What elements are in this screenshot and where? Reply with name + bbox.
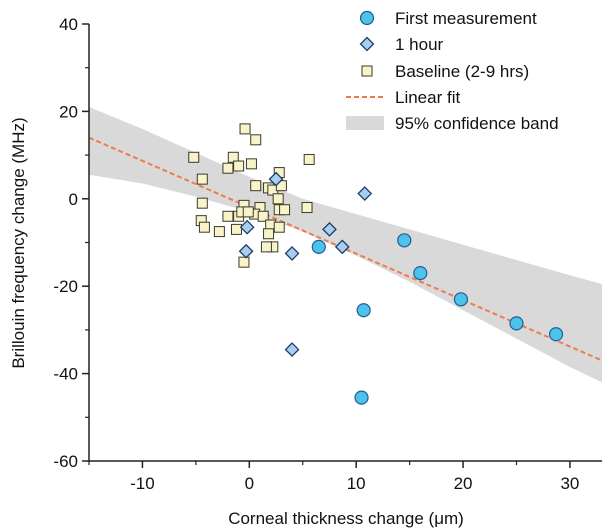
data-point [284,246,300,261]
data-point [334,239,350,255]
series-square [188,123,315,268]
data-point [233,160,245,172]
data-point [301,202,313,214]
x-tick-label: 0 [245,474,254,493]
data-point [279,204,291,216]
data-point [509,316,524,331]
data-point [250,180,262,192]
series-circle [311,233,564,405]
data-point [356,303,371,318]
y-tick-label: -60 [53,452,78,471]
data-points [188,123,564,405]
data-point [268,171,284,187]
x-tick-label: 30 [560,474,579,493]
data-point [453,292,469,307]
legend-marker [361,65,373,77]
series-diamond [238,171,373,357]
data-point [213,226,225,238]
axes: 40 20 0 -20 -40 -60 -10 0 10 20 30 [53,15,602,493]
data-point [303,153,315,165]
legend-marker [359,36,375,52]
y-tick-label: -40 [53,365,78,384]
legend-label: First measurement [395,9,537,28]
legend-band-swatch [346,116,384,130]
data-point [198,221,210,233]
x-tick-label: 20 [454,474,473,493]
data-point [263,228,275,240]
data-point [238,256,250,268]
data-point [322,221,337,237]
data-point [357,186,373,201]
data-point [188,151,200,163]
data-point [413,265,428,281]
data-point [548,327,564,342]
data-point [230,223,242,235]
legend-label: 95% confidence band [395,114,559,133]
y-tick-label: -20 [53,277,78,296]
data-point [239,219,255,235]
data-point [242,206,254,218]
data-point [239,123,251,135]
data-point [260,241,272,253]
x-tick-label: 10 [347,474,366,493]
y-tick-label: 20 [59,102,78,121]
y-tick-label: 40 [59,15,78,34]
data-point [257,210,269,222]
data-point [284,342,300,357]
legend-label: Baseline (2-9 hrs) [395,62,529,81]
y-tick-label: 0 [69,190,78,209]
legend-label: Linear fit [395,88,460,107]
data-point [245,158,257,170]
data-point [354,390,369,405]
data-point [222,162,234,174]
y-axis-title: Brillouin frequency change (MHz) [9,117,28,368]
data-point [311,239,326,254]
legend-label: 1 hour [395,35,444,54]
data-point [222,210,234,222]
x-axis-title: Corneal thickness change (μm) [228,509,464,528]
data-point [196,197,208,209]
data-point [397,233,412,248]
data-point [272,193,284,205]
data-point [238,243,254,259]
legend-marker [359,10,375,26]
data-point [196,173,208,185]
x-tick-label: -10 [130,474,155,493]
data-point [273,221,285,233]
legend: First measurement 1 hour Baseline (2-9 hrs… [346,9,559,133]
data-point [250,134,262,146]
